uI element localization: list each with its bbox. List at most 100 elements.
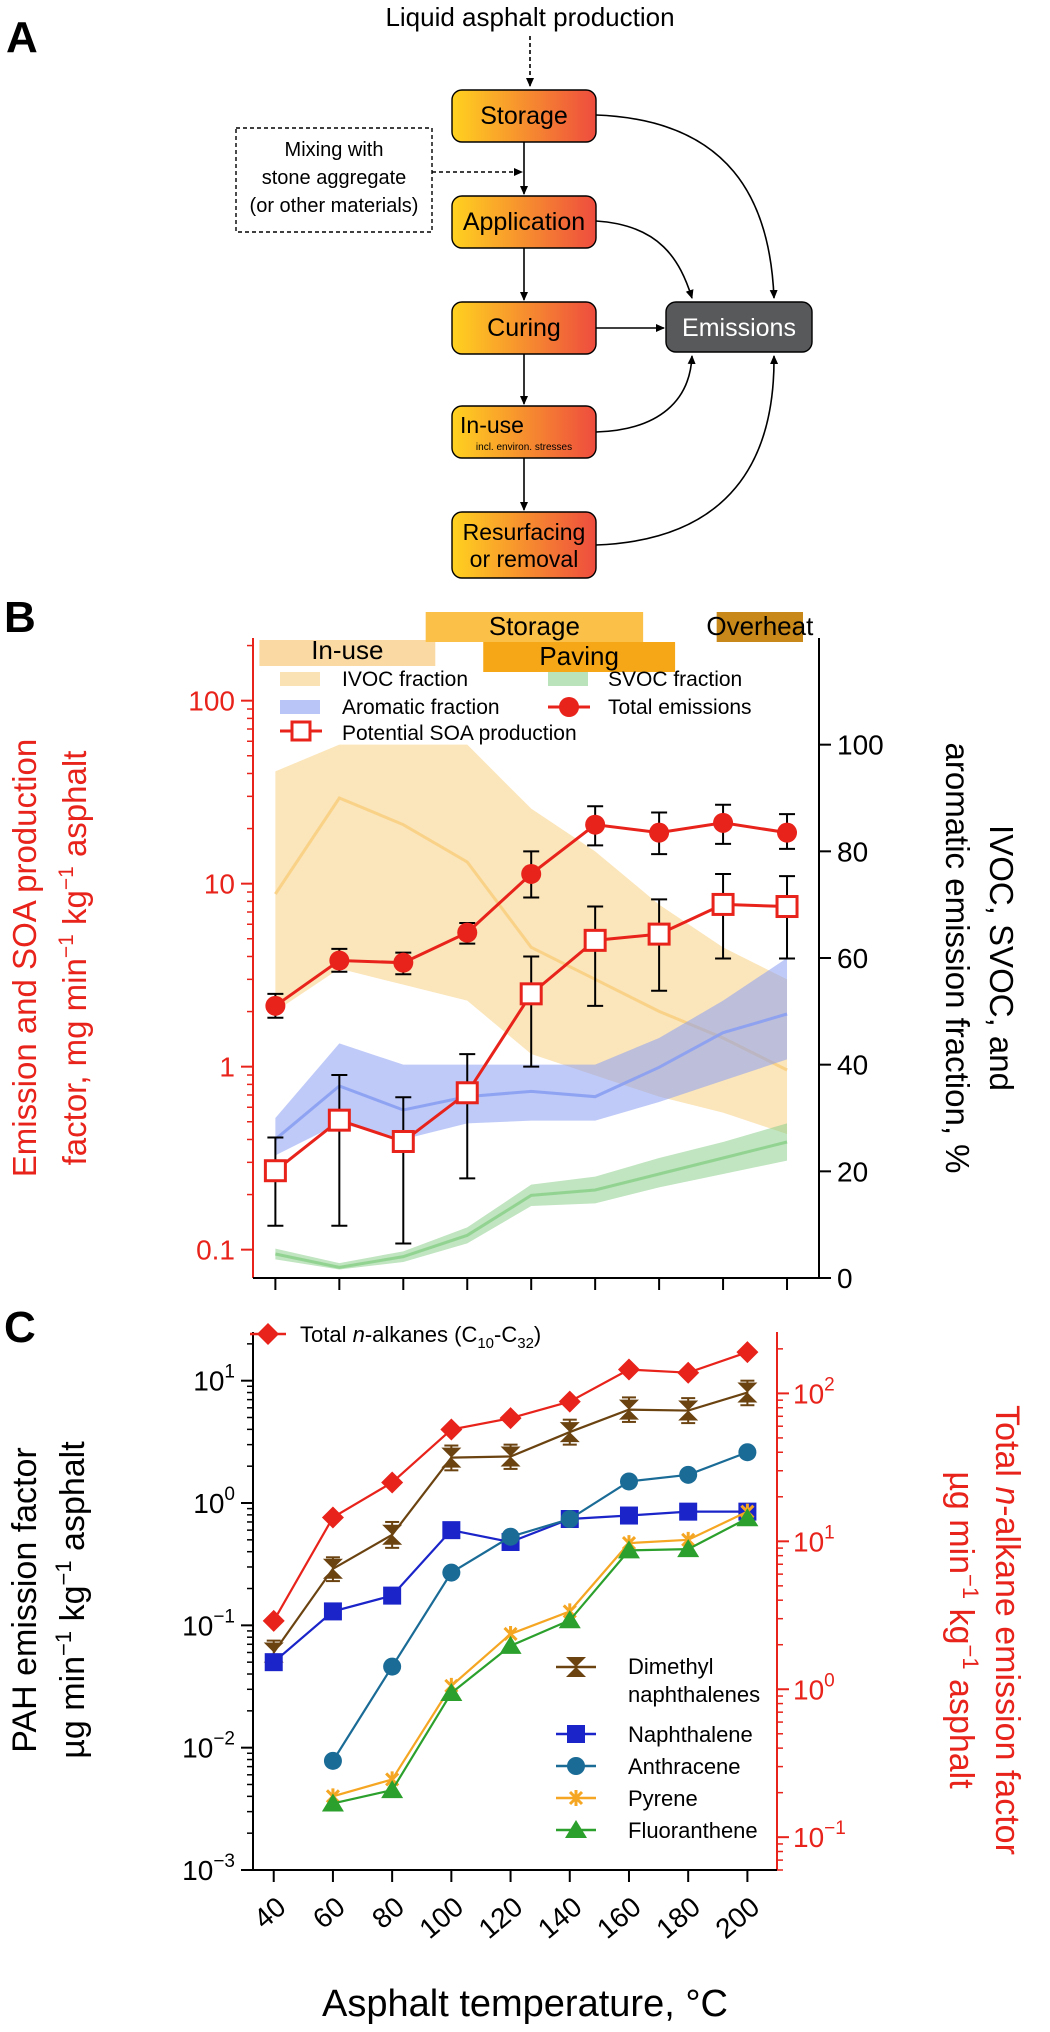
- phase-bar-paving: [483, 642, 676, 672]
- point-total-emissions: [393, 952, 414, 973]
- point-anthracene: [501, 1527, 520, 1546]
- legend-anth-label: Anthracene: [628, 1754, 741, 1779]
- legend-dmn-label-1: Dimethyl: [628, 1654, 714, 1679]
- legend-aromatic-label: Aromatic fraction: [342, 696, 500, 719]
- legend-svoc-swatch: [548, 672, 588, 686]
- point-fluoranthene: [321, 1793, 344, 1812]
- point-potential-soa-production: [455, 1081, 479, 1105]
- point-total-emissions: [777, 822, 798, 843]
- c-left-tick-label: 10−2: [182, 1729, 235, 1764]
- point-total-emissions: [521, 863, 542, 884]
- b-left-label-line1: Emission and SOA production: [6, 739, 43, 1177]
- phase-label-storage: Storage: [489, 611, 580, 641]
- legend-svoc-label: SVOC fraction: [608, 668, 742, 691]
- panel-c-letter: C: [4, 1303, 36, 1352]
- line-pyrene: [332, 1510, 748, 1798]
- point-total-n-alkanes: [617, 1358, 640, 1381]
- point-potential-soa-production: [327, 1108, 351, 1132]
- point-potential-soa-production: [519, 982, 543, 1006]
- top-input-label: Liquid asphalt production: [385, 2, 674, 32]
- point-total-n-alkanes: [321, 1506, 344, 1529]
- legend-soa-marker: [290, 720, 312, 742]
- b-left-label-line2: factor, mg min−1 kg−1 asphalt: [55, 751, 93, 1166]
- point-total-n-alkanes: [499, 1407, 522, 1430]
- panel-c-left-label: PAH emission factor µg min−1 kg−1 asphal…: [6, 1441, 92, 1759]
- legend-ivoc-label: IVOC fraction: [342, 668, 468, 691]
- storage-emission-arrow: [595, 114, 778, 299]
- c-right-tick-label: 101: [793, 1522, 835, 1557]
- point-dimethyl-naphthalenes: [678, 1400, 699, 1421]
- point-total-emissions: [265, 995, 286, 1016]
- point-dimethyl-naphthalenes: [500, 1446, 521, 1467]
- storage-label: Storage: [480, 102, 568, 130]
- legend-fluor-label: Fluoranthene: [628, 1818, 758, 1843]
- line-fluoranthene: [332, 1517, 748, 1805]
- point-anthracene: [679, 1465, 698, 1484]
- panel-a: A Liquid asphalt production Mixing with …: [6, 2, 813, 579]
- band-ivoc-fraction: [275, 744, 788, 1134]
- point-total-n-alkanes: [677, 1361, 700, 1384]
- legend-alkanes-marker: [257, 1323, 279, 1345]
- c-bottom-tick-label: 120: [473, 1891, 529, 1945]
- point-total-n-alkanes: [262, 1609, 285, 1632]
- mixing-line-1: Mixing with: [285, 139, 384, 161]
- point-naphthalene: [679, 1502, 698, 1521]
- point-fluoranthene: [677, 1539, 700, 1558]
- b-right-tick-label: 100: [837, 730, 884, 761]
- legend-pyrene-marker: [568, 1790, 584, 1806]
- c-bottom-tick-label: 200: [710, 1891, 766, 1945]
- point-total-emissions: [457, 922, 478, 943]
- b-right-tick-label: 40: [837, 1050, 868, 1081]
- panel-c-legend: Total n-alkanes (C10-C32) Dimethyl napht…: [250, 1322, 760, 1843]
- b-right-label-line2: aromatic emission fraction, %: [939, 743, 976, 1174]
- legend-fluor-marker: [565, 1820, 587, 1838]
- panel-b-letter: B: [4, 593, 36, 642]
- legend-total-marker: [559, 697, 579, 717]
- c-left-label-line2: µg min−1 kg−1 asphalt: [51, 1441, 92, 1759]
- panel-c-plot: [262, 1341, 759, 1812]
- mixing-box: [235, 127, 433, 233]
- panel-c-right-label: Total n-alkane emission factor µg min−1 …: [942, 1405, 1026, 1855]
- point-dimethyl-naphthalenes: [382, 1524, 403, 1545]
- inuse-emission-arrow: [595, 355, 696, 433]
- point-total-emissions: [329, 950, 350, 971]
- legend-dmn-label-2: naphthalenes: [628, 1682, 760, 1707]
- phase-bar-storage: [425, 612, 644, 642]
- point-naphthalene: [264, 1653, 283, 1672]
- panel-a-letter: A: [6, 13, 38, 62]
- point-total-n-alkanes: [381, 1471, 404, 1494]
- c-bottom-tick-label: 140: [532, 1891, 588, 1945]
- b-left-tick-label: 10: [204, 869, 235, 900]
- point-potential-soa-production: [583, 928, 607, 952]
- point-fluoranthene: [381, 1780, 404, 1799]
- point-total-emissions: [649, 822, 670, 843]
- point-dimethyl-naphthalenes: [618, 1399, 639, 1420]
- point-naphthalene: [323, 1602, 342, 1621]
- line-dimethyl-naphthalenes: [272, 1391, 748, 1654]
- point-potential-soa-production: [711, 892, 735, 916]
- panel-b-axes: 0.1 1 10 100 0 20 40 60 80 100: [188, 638, 884, 1294]
- point-naphthalene: [619, 1506, 638, 1525]
- c-left-tick-label: 101: [193, 1362, 235, 1397]
- point-naphthalene: [442, 1521, 461, 1540]
- legend-ivoc-swatch: [280, 672, 320, 686]
- c-bottom-tick-label: 60: [307, 1891, 351, 1935]
- b-right-tick-label: 0: [837, 1263, 853, 1294]
- resurfacing-emission-arrow: [595, 355, 779, 546]
- legend-dmn-marker: [566, 1657, 586, 1677]
- resurfacing-label-1: Resurfacing: [463, 519, 586, 545]
- legend-soa-label: Potential SOA production: [342, 722, 577, 745]
- point-dimethyl-naphthalenes: [559, 1422, 580, 1443]
- emissions-box: [665, 301, 813, 353]
- point-anthracene: [442, 1563, 461, 1582]
- application-emission-arrow: [595, 220, 694, 299]
- legend-total-label: Total emissions: [608, 696, 752, 719]
- c-right-label-line1: Total n-alkane emission factor: [988, 1405, 1026, 1855]
- legend-aromatic-swatch: [280, 700, 320, 714]
- point-potential-soa-production: [391, 1129, 415, 1153]
- point-anthracene: [560, 1510, 579, 1529]
- point-fluoranthene: [499, 1635, 522, 1654]
